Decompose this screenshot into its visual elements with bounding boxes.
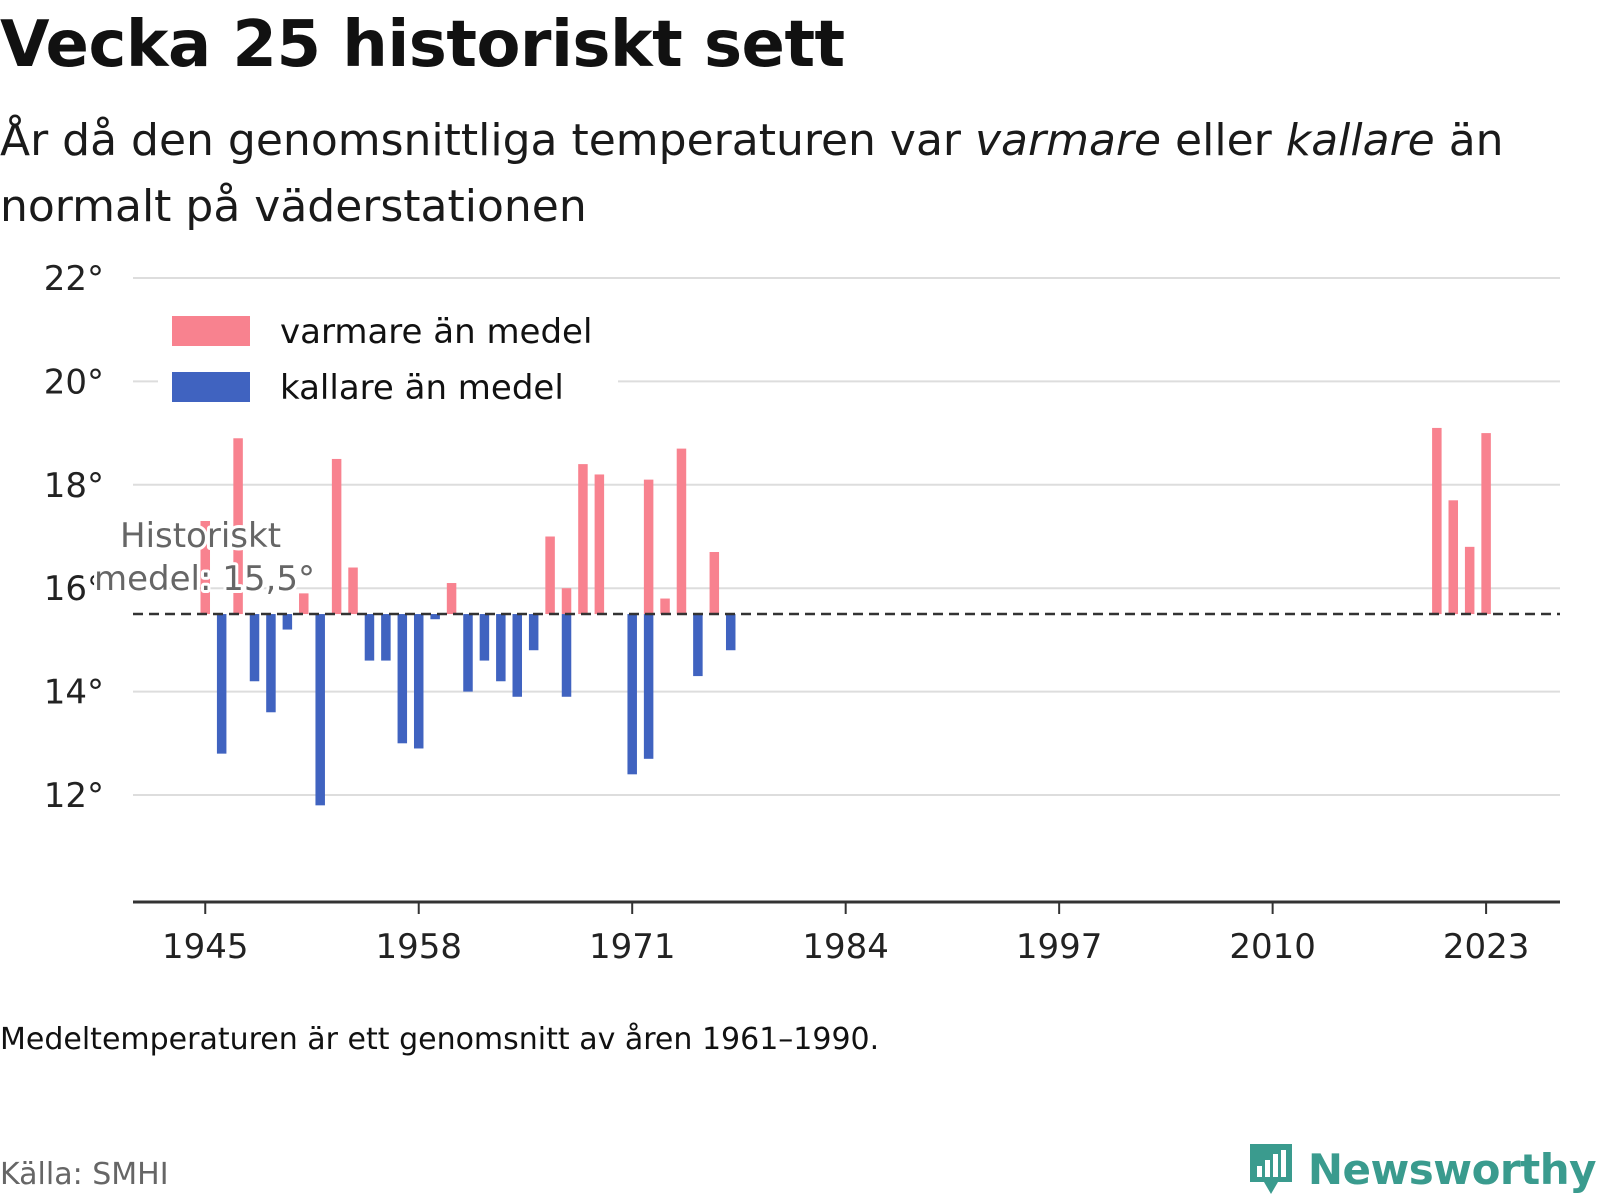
subtitle-warm-word: varmare [974, 115, 1162, 166]
bar-chart: 12° 14° 16° 18° 20° 22° Historiskt medel: 15,… [44, 259, 1560, 967]
bar-warm [1432, 427, 1442, 615]
bar-warm [594, 474, 605, 615]
source-credit: Källa: SMHI [0, 1157, 169, 1192]
bar-warm [233, 438, 243, 615]
bar-warm [660, 598, 670, 615]
subtitle-part2: eller [1161, 115, 1286, 166]
legend-label-cold: kallare än medel [280, 368, 564, 408]
x-axis: 1945 1958 1971 1984 1997 2010 2023 [133, 900, 1560, 967]
bar-warm [561, 588, 572, 615]
y-tick-label: 14° [44, 673, 104, 713]
x-tick-label: 1997 [1016, 927, 1103, 967]
x-tick-label: 2023 [1443, 927, 1530, 967]
bar-warm [709, 552, 720, 615]
bar-warm [446, 583, 457, 615]
legend: varmare än medel kallare än medel [158, 298, 618, 416]
chart-subtitle: År då den genomsnittliga temperaturen va… [0, 108, 1540, 240]
y-tick-label: 12° [44, 776, 104, 816]
bar-warm [1464, 546, 1475, 615]
x-tick-label: 1971 [589, 927, 676, 967]
bar-cold [216, 614, 227, 754]
y-tick-label: 20° [44, 362, 104, 402]
baseline-label-line1: Historiskt [120, 516, 281, 556]
bar-cold [397, 614, 408, 744]
brand-name: Newsworthy [1307, 1144, 1597, 1194]
bar-warm [578, 464, 588, 615]
bar-cold [693, 614, 703, 677]
bar-warm [299, 593, 309, 615]
bar-cold [249, 614, 260, 682]
bar-cold [381, 614, 391, 661]
subtitle-part3: än normalt på väderstationen [0, 115, 1504, 232]
bar-cold [315, 614, 325, 806]
bar-warm [545, 536, 555, 615]
subtitle-part1: År då den genomsnittliga temperaturen va… [0, 115, 975, 166]
bar-cold [266, 614, 276, 713]
bar-chart-logo-icon [1249, 1144, 1292, 1194]
bar-cold [463, 614, 473, 692]
bar-cold [430, 614, 440, 620]
x-tick-label: 1958 [375, 927, 462, 967]
brand-logo: Newsworthy [1246, 1140, 1597, 1198]
x-tick-label: 2010 [1229, 927, 1316, 967]
bar-cold [496, 614, 506, 682]
x-tick-label: 1984 [802, 927, 889, 967]
bar-warm [643, 479, 654, 615]
baseline-label-line2: medel: 15,5° [94, 559, 315, 599]
bar-warm [200, 520, 211, 615]
bars [200, 427, 1491, 806]
bar-cold [512, 614, 523, 697]
bar-warm [331, 458, 342, 615]
bar-cold [479, 614, 490, 661]
y-tick-label: 16° [44, 569, 104, 609]
bar-cold [413, 614, 424, 749]
bar-warm [676, 448, 687, 615]
page-title: Vecka 25 historiskt sett [0, 8, 845, 82]
y-axis-ticks: 12° 14° 16° 18° 20° 22° [44, 259, 104, 816]
bar-warm [348, 567, 358, 615]
bar-cold [627, 614, 637, 775]
baseline-annotation: Historiskt medel: 15,5° [91, 513, 318, 602]
bar-cold [364, 614, 375, 661]
x-tick-label: 1945 [162, 927, 249, 967]
subtitle-cold-word: kallare [1285, 115, 1435, 166]
bar-cold [528, 614, 539, 651]
bar-cold [643, 614, 654, 759]
bar-cold [725, 614, 736, 651]
footnote: Medeltemperaturen är ett genomsnitt av å… [0, 1022, 880, 1057]
bar-cold [561, 614, 572, 697]
bar-warm [1481, 433, 1491, 615]
bar-cold [282, 614, 293, 630]
y-tick-label: 18° [44, 466, 104, 506]
legend-swatch-warm [172, 316, 250, 346]
y-tick-label: 22° [44, 259, 104, 299]
legend-label-warm: varmare än medel [280, 312, 592, 352]
legend-swatch-cold [172, 372, 250, 402]
bar-warm [1448, 500, 1459, 615]
